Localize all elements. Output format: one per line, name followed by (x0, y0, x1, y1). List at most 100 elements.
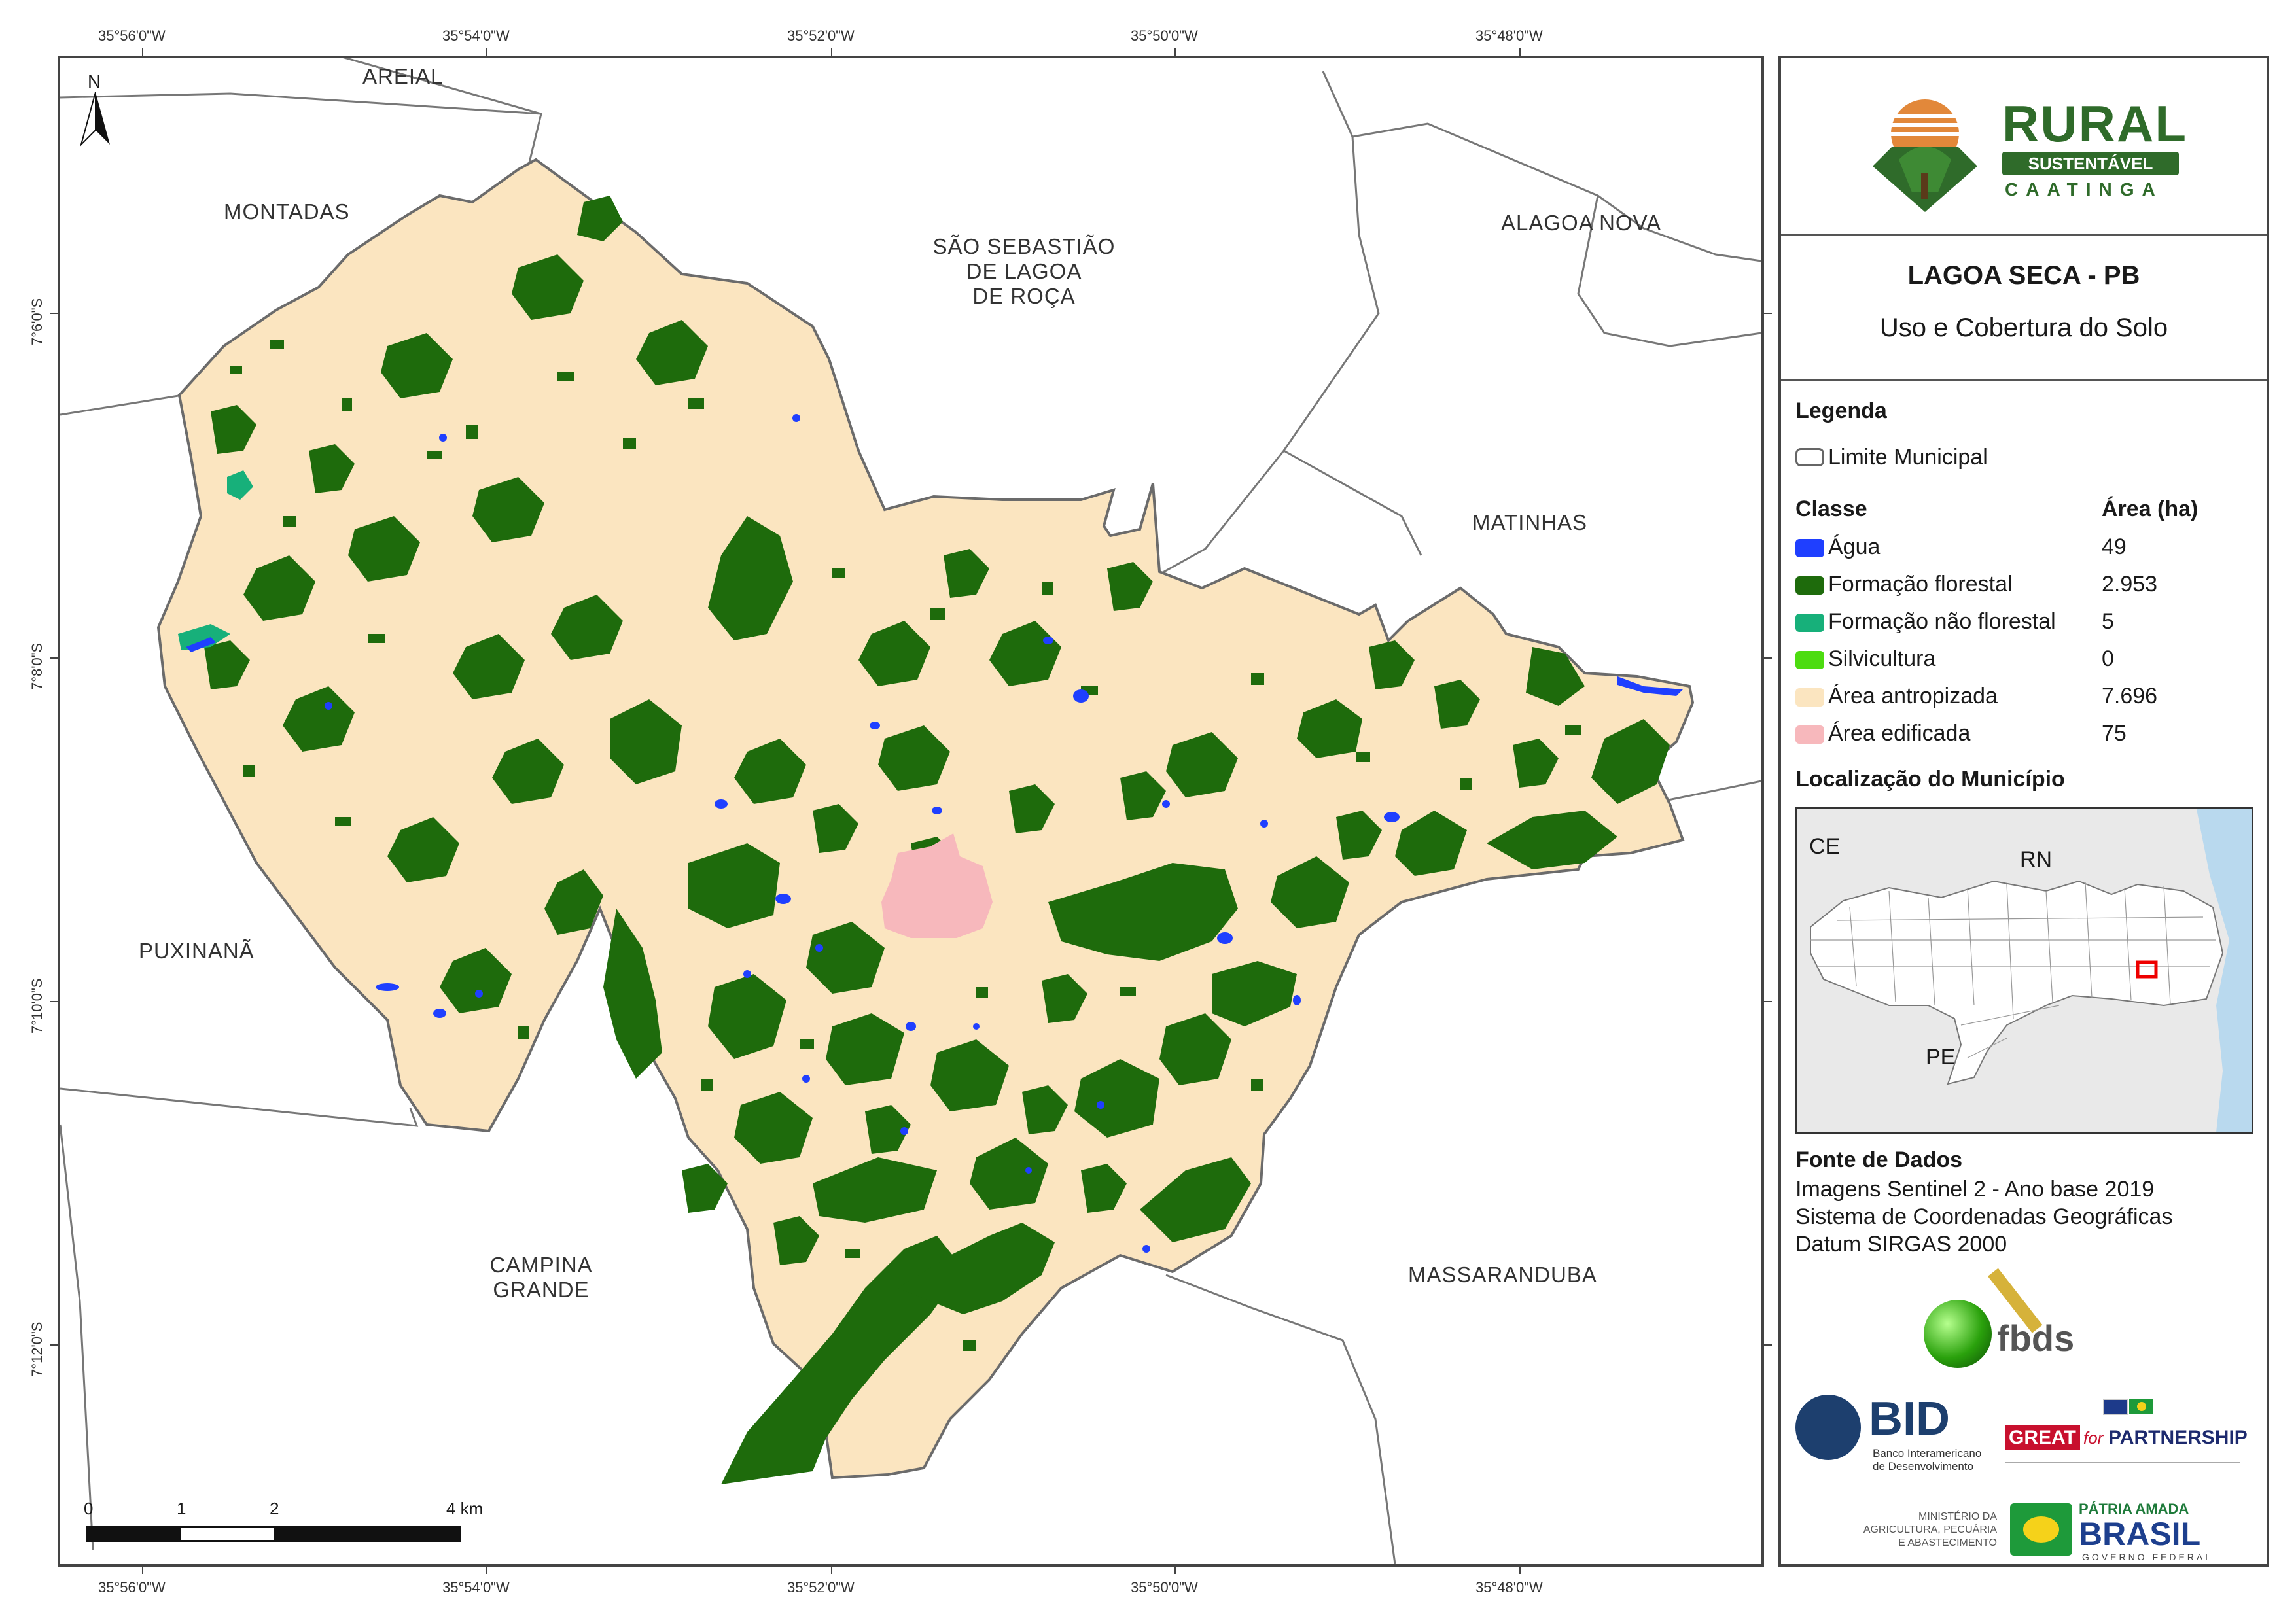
forest-patches (204, 196, 1670, 1484)
info-panel: RURAL SUSTENTÁVEL CAATINGA LAGOA SECA - … (1778, 56, 2269, 1567)
label-puxinana: PUXINANÃ (139, 939, 255, 963)
great-text: GREAT (2005, 1425, 2080, 1450)
label-campina-grande-1: CAMPINA (489, 1253, 593, 1277)
north-label: N (88, 71, 101, 92)
label-massaranduba: MASSARANDUBA (1408, 1263, 1597, 1287)
land-use-map (60, 58, 1761, 1564)
scale-bar: 0 1 2 4 km (80, 1499, 486, 1551)
bid-sub-1: Banco Interamericano (1873, 1447, 1982, 1459)
source-heading: Fonte de Dados (1795, 1147, 1963, 1172)
rural-logo: RURAL SUSTENTÁVEL CAATINGA (1860, 94, 2200, 225)
brasil-logo: PÁTRIA AMADA BRASIL GOVERNO FEDERAL (2010, 1501, 2246, 1563)
source-line-1: Imagens Sentinel 2 - Ano base 2019 (1795, 1177, 2155, 1202)
coord-bottom-4: 35°50'0"W (1131, 1579, 1198, 1596)
area-formacao-nao-florestal: 5 (2102, 609, 2114, 634)
location-inset[interactable]: CE RN PE (1795, 807, 2253, 1134)
urban-area (881, 833, 993, 938)
coord-top-2: 35°54'0"W (442, 27, 510, 44)
bid-sub-2: de Desenvolvimento (1873, 1460, 1974, 1473)
label-matinhas: MATINHAS (1472, 510, 1588, 534)
label-sao-sebastiao-3: DE ROÇA (972, 284, 1076, 308)
class-area-edificada: Área edificada (1828, 721, 1971, 746)
coord-top-1: 35°56'0"W (98, 27, 166, 44)
area-agua: 49 (2102, 534, 2127, 559)
mapa-line-1: MINISTÉRIO DA (1918, 1511, 1997, 1522)
brasil-line-1: PÁTRIA AMADA (2079, 1501, 2189, 1517)
swatch-area-edificada (1795, 725, 1824, 744)
logo-rural: RURAL (2002, 95, 2187, 152)
limit-swatch (1795, 448, 1824, 466)
bid-text: BID (1869, 1393, 1950, 1445)
label-areial: AREIAL (362, 64, 444, 88)
area-silvicultura: 0 (2102, 646, 2114, 671)
limit-label: Limite Municipal (1828, 445, 1988, 470)
flags-icon (2103, 1399, 2155, 1415)
label-campina-grande-2: GRANDE (493, 1278, 590, 1302)
coord-top-5: 35°48'0"W (1475, 27, 1543, 44)
great-partnership-logo: GREAT for PARTNERSHIP (2005, 1399, 2267, 1471)
coord-bottom-2: 35°54'0"W (442, 1579, 510, 1596)
swatch-area-antropizada (1795, 688, 1824, 707)
area-header: Área (ha) (2102, 497, 2199, 521)
water-bodies (186, 414, 1683, 1253)
inset-label-ce: CE (1809, 834, 1841, 859)
coord-left-4: 7°12'0"S (29, 1321, 45, 1377)
source-line-3: Datum SIRGAS 2000 (1795, 1232, 2007, 1257)
swatch-formacao-florestal (1795, 576, 1824, 595)
area-area-edificada: 75 (2102, 721, 2127, 746)
scale-label-2: 2 (270, 1499, 279, 1518)
class-formacao-florestal: Formação florestal (1828, 572, 2013, 597)
class-silvicultura: Silvicultura (1828, 646, 1936, 671)
fbds-text: fbds (1997, 1318, 2075, 1359)
label-montadas: MONTADAS (224, 200, 350, 224)
map-subtitle: Uso e Cobertura do Solo (1879, 313, 2168, 342)
swatch-silvicultura (1795, 651, 1824, 669)
great-for: for (2083, 1428, 2104, 1448)
municipality-locator (2136, 960, 2158, 979)
brasil-line-2: BRASIL (2079, 1516, 2201, 1552)
coord-left-3: 7°10'0"S (29, 978, 45, 1034)
rural-logo-emblem-icon (1873, 99, 1977, 212)
area-area-antropizada: 7.696 (2102, 684, 2158, 708)
swatch-agua (1795, 539, 1824, 557)
location-heading: Localização do Município (1795, 767, 2065, 792)
scale-label-4: 4 km (446, 1499, 484, 1518)
logo-caatinga: CAATINGA (2005, 179, 2163, 200)
map-title: LAGOA SECA - PB (1907, 261, 2140, 290)
coord-top-3: 35°52'0"W (787, 27, 855, 44)
municipal-boundary (156, 158, 1695, 1480)
logo-sustentavel: SUSTENTÁVEL (2002, 152, 2179, 175)
source-line-2: Sistema de Coordenadas Geográficas (1795, 1204, 2173, 1229)
class-area-antropizada: Área antropizada (1828, 684, 1998, 708)
inset-label-rn: RN (2020, 847, 2053, 872)
coord-bottom-3: 35°52'0"W (787, 1579, 855, 1596)
coord-bottom-1: 35°56'0"W (98, 1579, 166, 1596)
scale-label-1: 1 (177, 1499, 186, 1518)
swatch-formacao-nao-florestal (1795, 614, 1824, 632)
brasil-line-3: GOVERNO FEDERAL (2082, 1552, 2214, 1562)
fbds-logo: fbds (1924, 1268, 2107, 1373)
mapa-text-block: MINISTÉRIO DA AGRICULTURA, PECUÁRIA E AB… (1833, 1510, 1997, 1550)
coord-left-1: 7°6'0"S (29, 298, 45, 345)
great-partnership: PARTNERSHIP (2108, 1427, 2248, 1448)
north-arrow-icon (80, 92, 110, 147)
mapa-line-3: E ABASTECIMENTO (1898, 1537, 1997, 1548)
label-sao-sebastiao-1: SÃO SEBASTIÃO (932, 234, 1116, 258)
label-alagoa-nova: ALAGOA NOVA (1501, 211, 1662, 235)
inset-map (1810, 809, 2252, 1132)
north-arrow: N (76, 71, 115, 150)
coord-left-2: 7°8'0"S (29, 642, 45, 690)
bid-logo: BID Banco Interamericano de Desenvolvime… (1795, 1389, 1992, 1481)
inset-label-pe: PE (1926, 1045, 1956, 1070)
coord-bottom-5: 35°48'0"W (1475, 1579, 1543, 1596)
scale-label-0: 0 (84, 1499, 94, 1518)
map-frame[interactable]: AREIAL MONTADAS SÃO SEBASTIÃO DE LAGOA D… (58, 56, 1764, 1567)
area-formacao-florestal: 2.953 (2102, 572, 2158, 597)
paraiba-outline (1810, 880, 2224, 1085)
forest-fragments (230, 340, 1581, 1351)
class-header: Classe (1795, 497, 1867, 521)
class-agua: Água (1828, 534, 1881, 559)
mapa-line-2: AGRICULTURA, PECUÁRIA (1863, 1524, 1997, 1535)
coord-top-4: 35°50'0"W (1131, 27, 1198, 44)
bid-globe-icon (1795, 1395, 1861, 1460)
